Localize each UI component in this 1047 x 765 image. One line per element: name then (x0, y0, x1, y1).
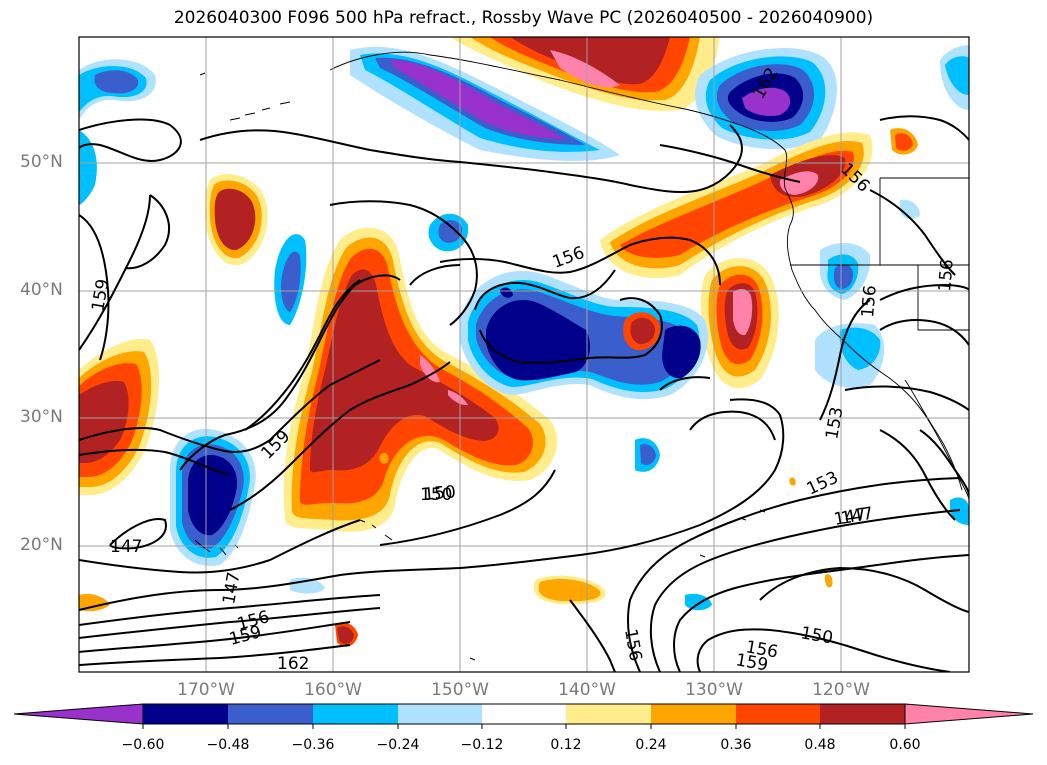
plot-frame (78, 36, 970, 673)
lon-label-160w: 160°W (304, 680, 362, 700)
colorbar (13, 703, 1034, 729)
contour-label: 156 (935, 258, 958, 292)
colorbar-tick-label: 0.12 (550, 737, 582, 753)
map-title: 2026040300 F096 500 hPa refract., Rossby… (173, 8, 874, 28)
colorbar-tick-label: −0.12 (460, 737, 504, 753)
contour-label: 156 (858, 284, 881, 318)
contour-label: 150 (420, 485, 452, 505)
colorbar-tick-label: −0.36 (291, 737, 335, 753)
contour-label: 162 (277, 654, 309, 674)
colorbar-tick-label: 0.36 (720, 737, 752, 753)
islands (199, 72, 766, 661)
contour-label: 150 (423, 482, 457, 505)
lon-label-170w: 170°W (177, 680, 235, 700)
colorbar-tick-label: −0.48 (206, 737, 250, 753)
lon-label-130w: 130°W (685, 680, 743, 700)
refractivity-contours (79, 115, 969, 672)
lon-label-140w: 140°W (558, 680, 616, 700)
contour-label: 159 (734, 650, 769, 675)
lat-label-20n: 20°N (20, 535, 63, 555)
lat-label-50n: 50°N (20, 152, 63, 172)
colorbar-tick-label: 0.24 (635, 737, 667, 753)
lon-label-150w: 150°W (431, 680, 489, 700)
lat-label-30n: 30°N (20, 407, 63, 427)
lat-lon-grid (79, 37, 969, 672)
colorbar-tick-label: 0.60 (889, 737, 921, 753)
lon-label-120w: 120°W (812, 680, 870, 700)
colorbar-tick-label: 0.48 (804, 737, 836, 753)
contour-label: 147 (110, 537, 142, 557)
lat-label-40n: 40°N (20, 280, 63, 300)
colorbar-tick-label: −0.24 (376, 737, 420, 753)
colorbar-tick-label: −0.60 (121, 737, 165, 753)
